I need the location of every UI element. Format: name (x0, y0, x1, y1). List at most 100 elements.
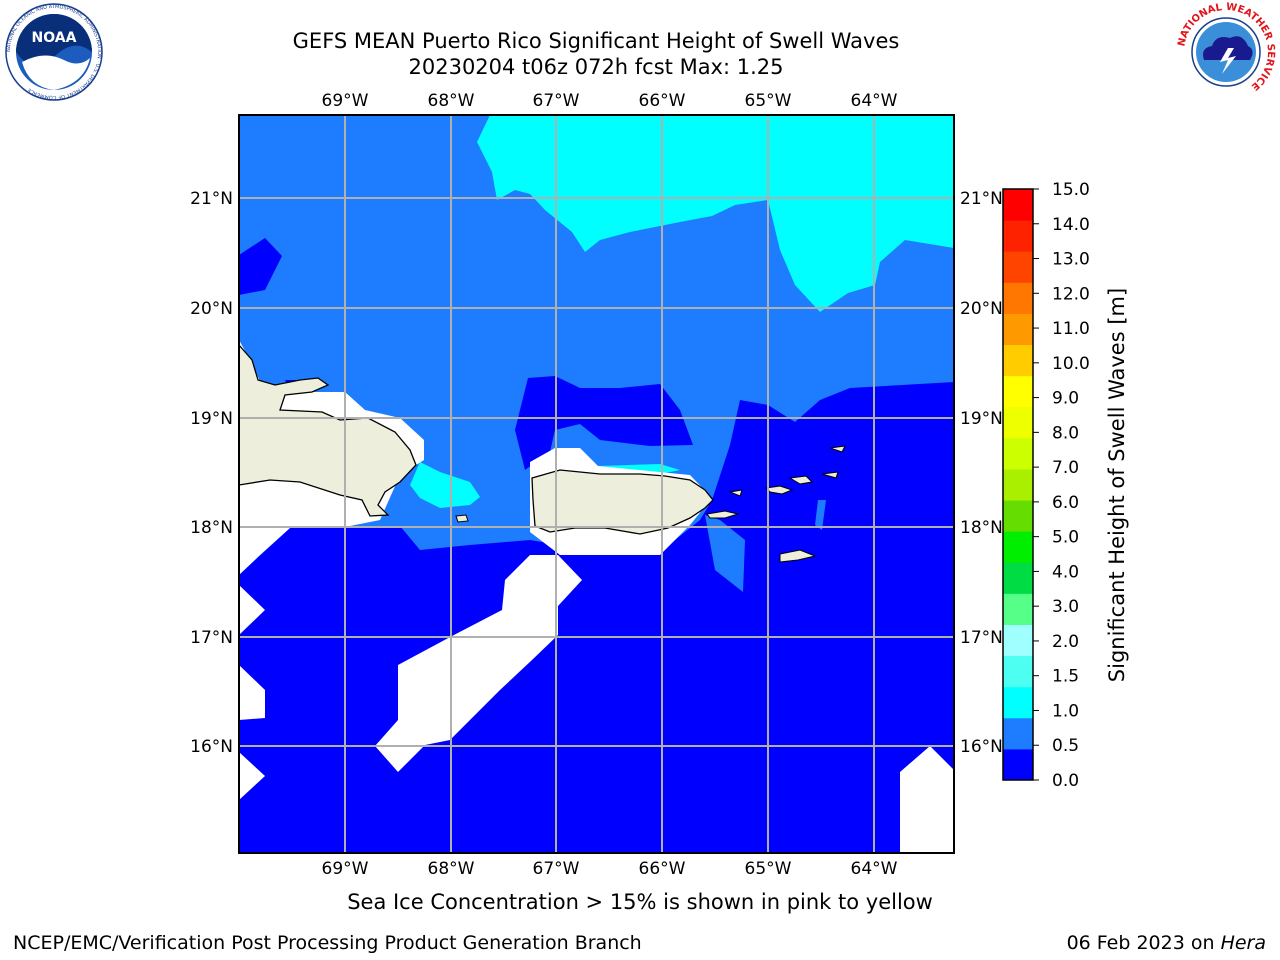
colorbar-tick-label: 9.0 (1052, 389, 1079, 409)
swell-band-1-0-1-5-north (477, 115, 954, 312)
map-frame (238, 114, 955, 854)
footer-date: 06 Feb 2023 on Hera (1067, 932, 1266, 954)
colorbar-label: Significant Height of Swell Waves [m] (1105, 288, 1129, 682)
lat-label: 16°N (190, 737, 233, 757)
colorbar-segment (1003, 282, 1033, 314)
map-subtitle: 20230204 t06z 072h fcst Max: 1.25 (408, 55, 784, 79)
lon-label: 64°W (851, 859, 898, 879)
colorbar-tick-label: 13.0 (1052, 250, 1090, 270)
lon-label: 68°W (428, 859, 475, 879)
nws-logo: NATIONAL WEATHER SERVICE (1176, 2, 1276, 100)
lon-label: 66°W (639, 91, 686, 111)
colorbar-tick-label: 4.0 (1052, 562, 1079, 582)
colorbar-segment (1003, 500, 1033, 532)
land-st-croix (779, 549, 817, 563)
colorbar-segment (1003, 468, 1033, 501)
colorbar-segment (1003, 406, 1033, 439)
lat-label: 18°N (960, 518, 1003, 538)
land-tortola (788, 475, 814, 485)
swell-band-0-0-5-nw (239, 238, 282, 295)
land-anegada (829, 445, 846, 453)
colorbar: 0.0 0.5 1.0 1.5 2.0 3.0 4.0 5.0 6.0 7.0 8.0 9.0 10.0… (1002, 180, 1090, 791)
swell-band-1-0-1-5-mona (410, 462, 480, 508)
colorbar-tick-label: 7.0 (1052, 458, 1079, 478)
lon-label: 69°W (322, 91, 369, 111)
colorbar-tick-label: 11.0 (1052, 319, 1090, 339)
colorbar-tick-label: 8.0 (1052, 423, 1079, 443)
colorbar-tick-label: 1.5 (1052, 667, 1079, 687)
lon-label: 65°W (745, 91, 792, 111)
lat-label: 21°N (960, 189, 1003, 209)
land-mona-island (455, 514, 469, 523)
colorbar-segment (1003, 748, 1033, 781)
swell-band-0-5-1-0-east (705, 515, 745, 592)
colorbar-tick-label: 1.0 (1052, 701, 1079, 721)
lat-label: 20°N (960, 299, 1003, 319)
noaa-logo-text: NOAA (32, 30, 77, 46)
footer-date-text: 06 Feb 2023 on (1066, 932, 1221, 954)
colorbar-tick-label: 15.0 (1052, 180, 1090, 200)
footer-machine: Hera (1220, 932, 1266, 954)
colorbar-tick-label: 5.0 (1052, 528, 1079, 548)
colorbar-segment (1003, 189, 1033, 221)
colorbar-segment (1003, 251, 1033, 283)
lon-label: 65°W (745, 859, 792, 879)
colorbar-segment (1003, 437, 1033, 470)
lat-label: 18°N (190, 518, 233, 538)
colorbar-tick-label: 14.0 (1052, 215, 1090, 235)
colorbar-tick-label: 12.0 (1052, 284, 1090, 304)
masked-area-west-3 (239, 752, 265, 800)
colorbar-frame (1002, 188, 1034, 781)
land-vieques (706, 510, 740, 519)
lat-label: 19°N (190, 409, 233, 429)
land-virgin-gorda (821, 471, 839, 479)
swell-band-0-0-5-north-pr (515, 376, 693, 470)
land-hispaniola (239, 344, 417, 517)
masked-area-south (375, 555, 582, 772)
lon-labels-top: 69°W 68°W 67°W 66°W 65°W 64°W (322, 91, 898, 111)
colorbar-segment (1003, 717, 1033, 750)
map-title: GEFS MEAN Puerto Rico Significant Height… (292, 29, 900, 53)
colorbar-tick-label: 2.0 (1052, 632, 1079, 652)
colorbar-segment (1003, 344, 1033, 377)
lat-label: 19°N (960, 409, 1003, 429)
colorbar-segment (1003, 686, 1033, 719)
lat-label: 20°N (190, 299, 233, 319)
lon-label: 68°W (428, 91, 475, 111)
lat-label: 16°N (960, 737, 1003, 757)
sea-ice-caption: Sea Ice Concentration > 15% is shown in … (347, 890, 933, 914)
lon-label: 64°W (851, 91, 898, 111)
noaa-logo: NOAA NATIONAL OCEANIC AND ATMOSPHERIC AD… (5, 3, 103, 101)
colorbar-tick-label: 0.5 (1052, 736, 1079, 756)
colorbar-segment (1003, 562, 1033, 594)
colorbar-segment (1003, 375, 1033, 408)
colorbar-segment (1003, 313, 1033, 346)
swell-band-0-5-1-0-islet (815, 500, 826, 530)
colorbar-segment (1003, 220, 1033, 252)
land-puerto-rico (531, 469, 714, 535)
colorbar-tick-label: 3.0 (1052, 597, 1079, 617)
colorbar-segment (1003, 624, 1033, 657)
footer-branch: NCEP/EMC/Verification Post Processing Pr… (13, 932, 642, 954)
lat-labels-right: 21°N 20°N 19°N 18°N 17°N 16°N (960, 189, 1003, 757)
colorbar-tick-label: 6.0 (1052, 493, 1079, 513)
graticule (239, 115, 954, 853)
lon-label: 69°W (322, 859, 369, 879)
masked-area-southeast (900, 746, 954, 853)
land-culebra (728, 489, 743, 497)
colorbar-segment (1003, 531, 1033, 563)
lon-label: 67°W (533, 859, 580, 879)
colorbar-tick-label: 0.0 (1052, 771, 1079, 791)
colorbar-segment (1003, 593, 1033, 625)
lat-label: 17°N (960, 628, 1003, 648)
lat-labels-left: 21°N 20°N 19°N 18°N 17°N 16°N (190, 189, 233, 757)
colorbar-segment (1003, 655, 1033, 688)
lon-labels-bottom: 69°W 68°W 67°W 66°W 65°W 64°W (322, 859, 898, 879)
land-st-thomas (764, 485, 794, 495)
masked-area-west-2 (239, 665, 265, 720)
contour-fill-layer (239, 115, 954, 853)
colorbar-tick-label: 10.0 (1052, 354, 1090, 374)
lon-label: 67°W (533, 91, 580, 111)
lat-label: 17°N (190, 628, 233, 648)
